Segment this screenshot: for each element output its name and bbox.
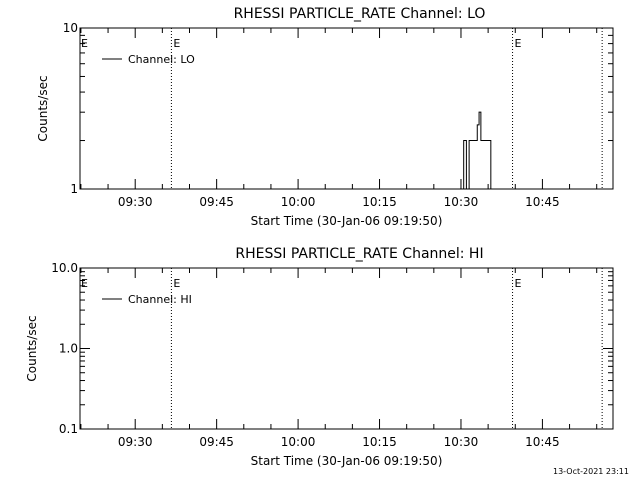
- x-tick-label: 10:00: [281, 435, 316, 449]
- x-tick-label: 10:45: [525, 435, 560, 449]
- x-axis-label: Start Time (30-Jan-06 09:19:50): [251, 454, 443, 468]
- chart-panel-2: RHESSI PARTICLE_RATE Channel: HI 0.1 1.0 10…: [25, 246, 614, 468]
- event-label: E: [81, 277, 88, 290]
- legend-label: Channel: HI: [128, 293, 192, 306]
- chart-title: RHESSI PARTICLE_RATE Channel: LO: [234, 6, 486, 22]
- y-tick-label: 10: [63, 21, 78, 35]
- event-label: E: [173, 277, 180, 290]
- x-tick-label: 10:15: [362, 435, 397, 449]
- x-tick-label: 10:30: [444, 195, 479, 209]
- x-tick-label: 10:00: [281, 195, 316, 209]
- x-tick-label: 09:30: [118, 195, 153, 209]
- series-line: [460, 111, 494, 190]
- footer-timestamp: 13-Oct-2021 23:11: [553, 467, 629, 476]
- y-tick-label: 1: [70, 182, 78, 196]
- x-tick-label: 10:15: [362, 195, 397, 209]
- chart-panel-1: RHESSI PARTICLE_RATE Channel: LO 1 10 Count…: [36, 6, 614, 228]
- y-axis-label: Counts/sec: [25, 315, 39, 381]
- x-tick-label: 09:45: [199, 195, 234, 209]
- x-tick-label: 09:30: [118, 435, 153, 449]
- y-axis-label: Counts/sec: [36, 75, 50, 141]
- chart-title: RHESSI PARTICLE_RATE Channel: HI: [235, 246, 483, 262]
- event-label: E: [173, 37, 180, 50]
- event-label: E: [515, 37, 522, 50]
- event-label: E: [515, 277, 522, 290]
- x-axis-label: Start Time (30-Jan-06 09:19:50): [251, 214, 443, 228]
- y-tick-label: 0.1: [59, 422, 78, 436]
- y-tick-label: 1.0: [59, 342, 78, 356]
- x-tick-label: 10:30: [444, 435, 479, 449]
- plot-frame: [79, 27, 614, 190]
- y-tick-label: 10.0: [51, 261, 78, 275]
- event-label: E: [81, 37, 88, 50]
- legend-label: Channel: LO: [128, 53, 195, 66]
- x-tick-label: 10:45: [525, 195, 560, 209]
- x-tick-label: 09:45: [199, 435, 234, 449]
